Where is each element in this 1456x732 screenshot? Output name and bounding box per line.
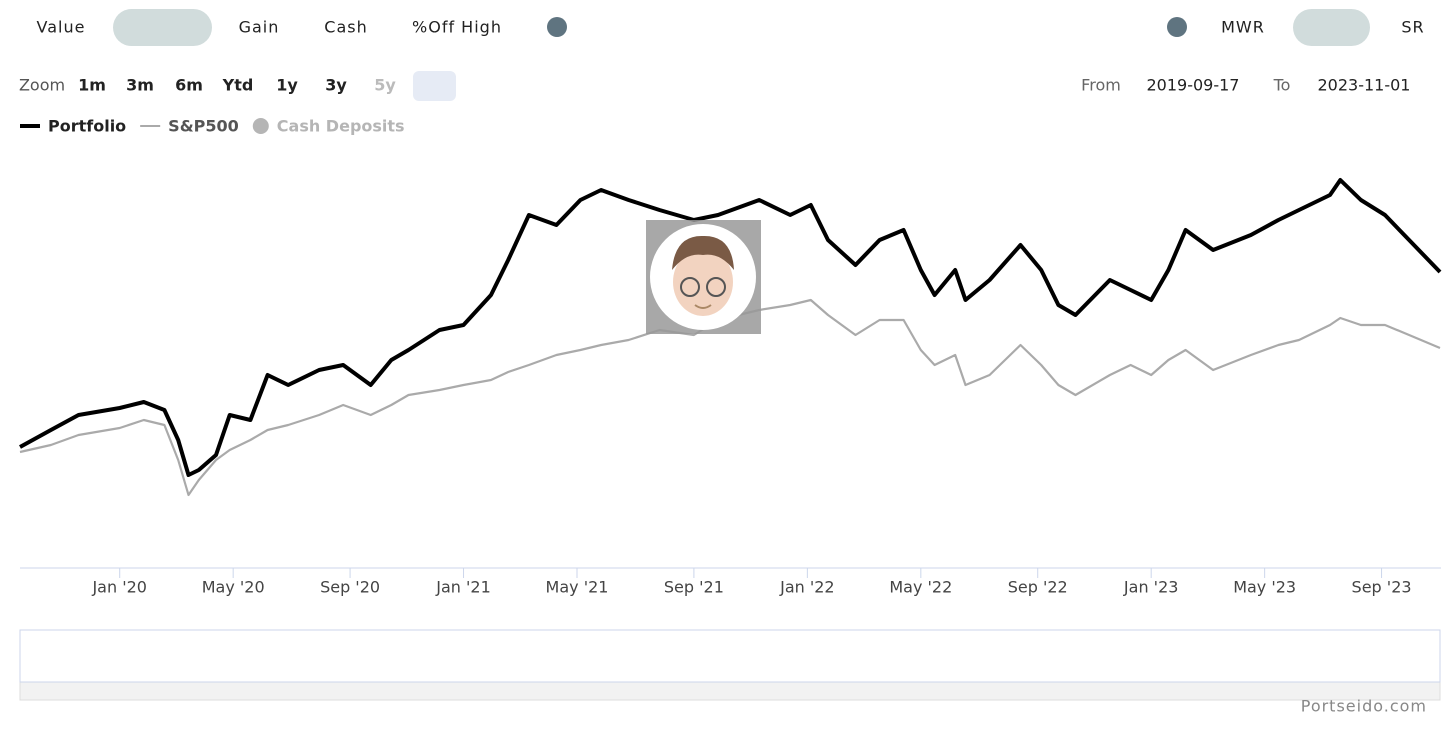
series-line: [19, 178, 1442, 477]
x-tick-label: Jan '23: [1123, 578, 1179, 597]
x-tick-label: Jan '22: [779, 578, 835, 597]
x-tick-label: May '23: [1233, 578, 1296, 597]
avatar: [646, 220, 761, 334]
tab[interactable]: Value: [37, 18, 86, 37]
metric-selected-bg[interactable]: [1293, 9, 1370, 46]
zoom-button: 5y: [374, 76, 396, 95]
metric-tab[interactable]: SR: [1401, 18, 1424, 37]
x-tick-label: Sep '21: [664, 578, 724, 597]
zoom-button[interactable]: Ytd: [222, 76, 254, 95]
tab[interactable]: Cash: [324, 18, 367, 37]
zoom-button[interactable]: 3m: [126, 76, 154, 95]
x-tick-label: Jan '20: [91, 578, 147, 597]
range-to-label: To: [1273, 76, 1291, 95]
scrollbar-track: [19, 681, 1441, 701]
navigator-bg: [19, 629, 1441, 683]
legend-symbol[interactable]: [252, 118, 269, 134]
range-from[interactable]: 2019-09-17: [1147, 76, 1240, 95]
zoom-button[interactable]: 1y: [276, 76, 298, 95]
help-icon[interactable]: [1167, 17, 1187, 37]
zoom-selected-bg[interactable]: [413, 71, 456, 101]
x-tick-label: Sep '23: [1352, 578, 1412, 597]
x-tick-label: Jan '21: [435, 578, 491, 597]
range-from-label: From: [1081, 76, 1121, 95]
x-tick-label: May '21: [546, 578, 609, 597]
x-tick-label: May '22: [889, 578, 952, 597]
legend-label[interactable]: Portfolio: [48, 117, 126, 136]
zoom-button[interactable]: 6m: [175, 76, 203, 95]
x-tick-label: May '20: [202, 578, 265, 597]
zoom-button[interactable]: 1m: [78, 76, 106, 95]
x-tick-label: Sep '20: [320, 578, 380, 597]
x-tick-label: Sep '22: [1008, 578, 1068, 597]
zoom-button[interactable]: 3y: [325, 76, 347, 95]
footer-brand: Portseido.com: [1301, 697, 1427, 716]
tab-selected-bg[interactable]: [113, 9, 212, 46]
legend-label[interactable]: S&P500: [168, 117, 239, 136]
zoom-label: Zoom: [19, 76, 65, 95]
help-icon[interactable]: [547, 17, 567, 37]
tab[interactable]: Gain: [239, 18, 280, 37]
legend-label[interactable]: Cash Deposits: [277, 117, 405, 136]
tab[interactable]: %Off High: [412, 18, 502, 37]
metric-tab[interactable]: MWR: [1221, 18, 1265, 37]
range-to[interactable]: 2023-11-01: [1318, 76, 1411, 95]
